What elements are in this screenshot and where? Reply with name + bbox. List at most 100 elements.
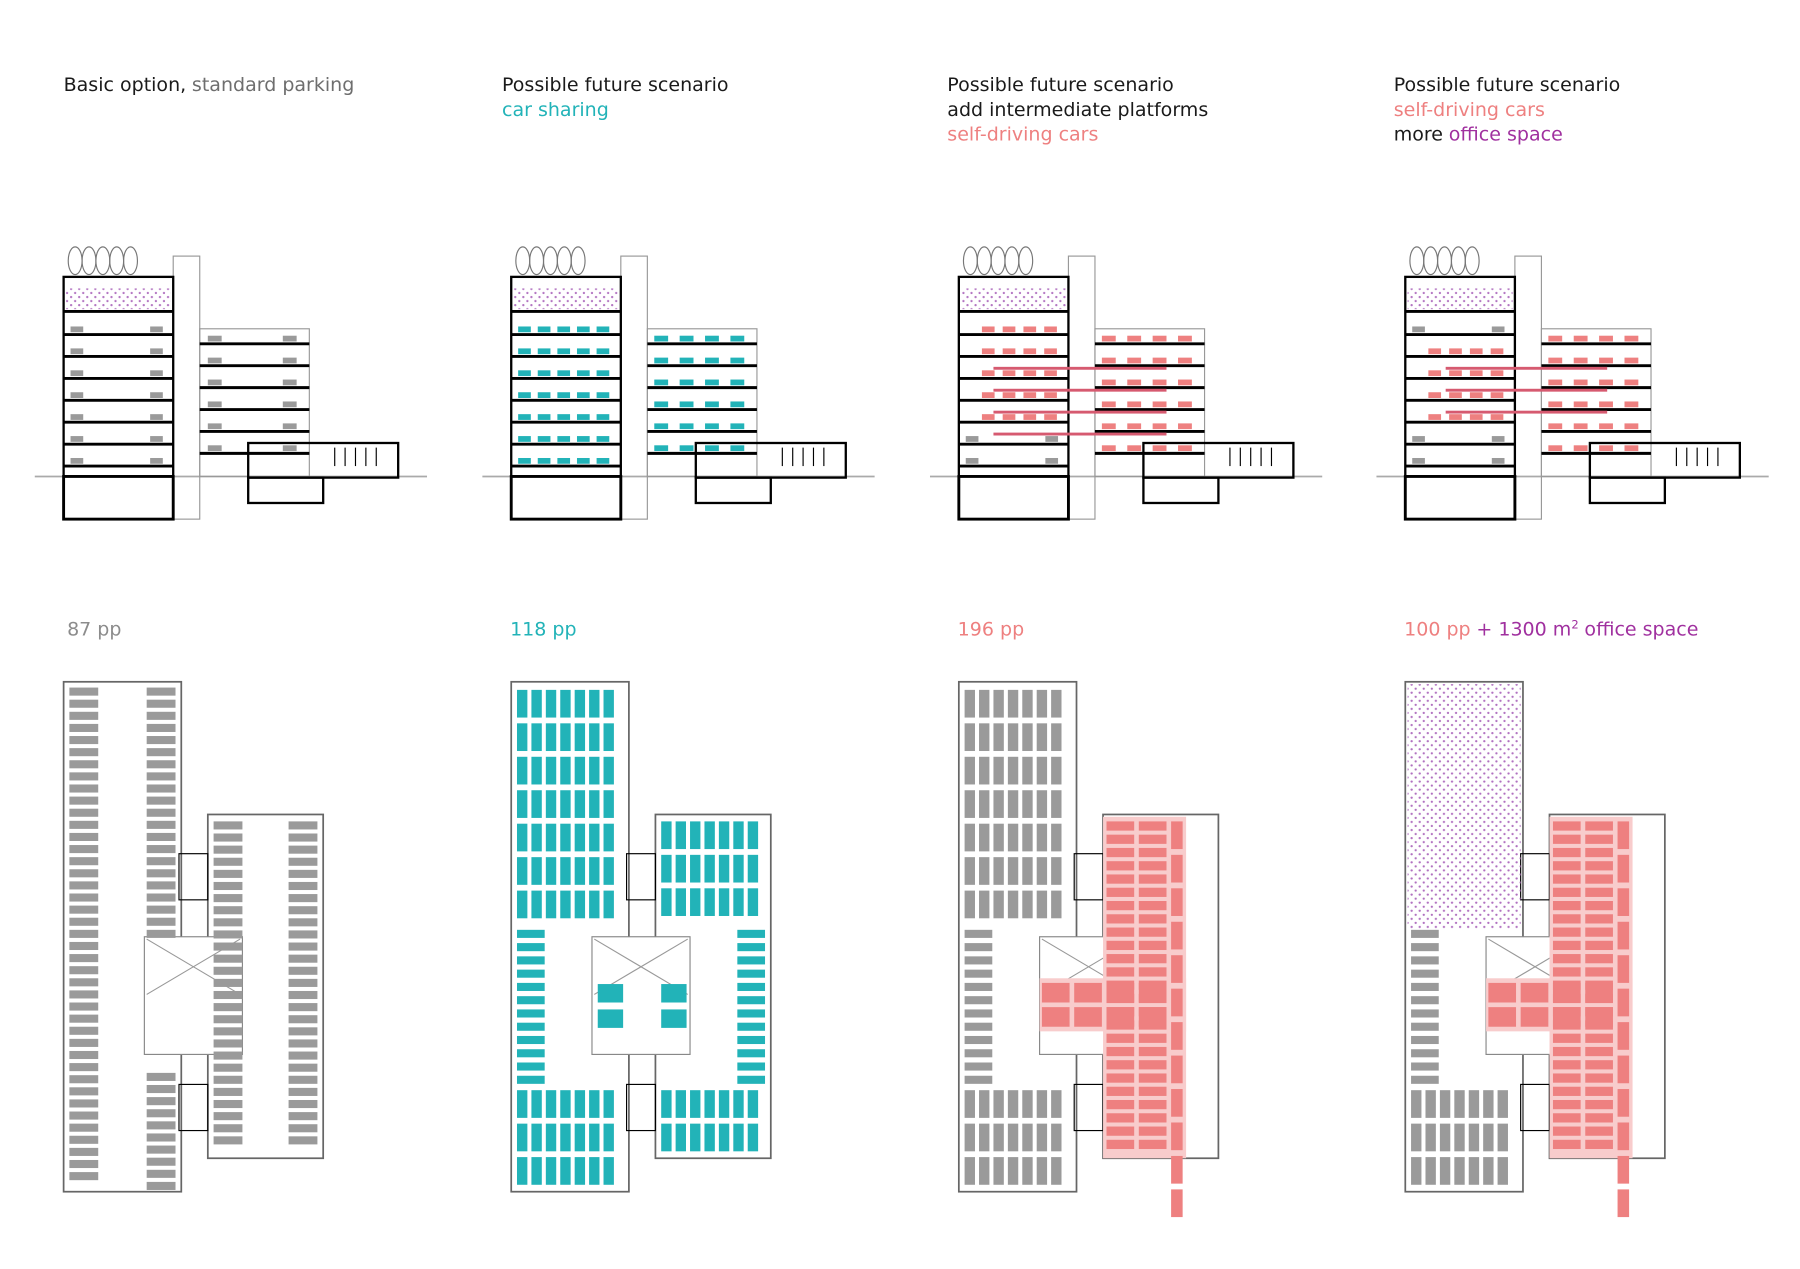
stall <box>964 723 975 752</box>
car <box>576 436 590 442</box>
stall <box>1585 861 1613 871</box>
stall <box>1411 1062 1439 1071</box>
stall <box>589 890 600 919</box>
stall <box>1552 1113 1581 1123</box>
stall <box>993 756 1004 785</box>
stall <box>69 784 99 793</box>
car <box>1449 392 1462 399</box>
stall <box>1106 847 1135 858</box>
stall <box>1552 1073 1581 1083</box>
stall <box>1585 982 1613 1003</box>
car <box>981 414 995 420</box>
text-line: self-driving cars <box>947 124 1098 146</box>
stall <box>69 845 99 854</box>
text-line: add intermediate platforms <box>947 99 1208 121</box>
car <box>1449 414 1462 420</box>
stall <box>1439 1157 1451 1185</box>
stall <box>516 1022 545 1031</box>
stall <box>964 1049 993 1058</box>
purple-floor <box>513 288 619 310</box>
stall <box>964 969 993 978</box>
car <box>1023 348 1037 355</box>
stall <box>1454 1123 1465 1152</box>
stall <box>69 1111 99 1120</box>
car <box>730 357 745 364</box>
text-segment: Possible future scenario <box>1394 74 1621 96</box>
stall <box>1411 956 1439 965</box>
stall <box>288 1099 318 1109</box>
car <box>1178 379 1192 386</box>
car <box>1548 423 1563 430</box>
car <box>1127 401 1142 408</box>
stall <box>288 1075 318 1084</box>
stall <box>589 1157 600 1185</box>
stall <box>69 796 99 805</box>
stall <box>661 1123 672 1152</box>
stall <box>1022 790 1033 818</box>
tree <box>570 246 586 276</box>
car <box>1491 326 1505 333</box>
stall <box>675 821 687 850</box>
stall <box>1585 1033 1613 1043</box>
car <box>1127 423 1142 430</box>
car <box>1449 370 1462 377</box>
stall <box>589 857 600 885</box>
stall <box>1106 1073 1135 1083</box>
car <box>705 357 719 364</box>
stall <box>69 1159 99 1169</box>
stall <box>1138 914 1167 924</box>
stall <box>288 1003 318 1012</box>
stall <box>516 982 545 991</box>
car <box>1044 414 1057 420</box>
stall <box>213 1063 243 1072</box>
stall <box>993 890 1004 919</box>
stall <box>288 857 318 866</box>
stall <box>964 756 975 785</box>
text-line: Possible future scenario <box>502 74 729 96</box>
car <box>1624 379 1639 386</box>
stall <box>1411 1035 1439 1045</box>
stall <box>146 1121 176 1130</box>
stall <box>747 854 759 883</box>
stall <box>146 711 176 720</box>
stall <box>288 930 318 939</box>
car <box>1599 423 1613 430</box>
stall <box>1051 1090 1062 1118</box>
car <box>70 436 84 442</box>
stall <box>560 723 571 752</box>
stall <box>531 857 542 885</box>
tree <box>1018 246 1034 276</box>
stall <box>69 1099 99 1108</box>
stall <box>1520 1007 1549 1027</box>
stall <box>1585 887 1613 897</box>
stall <box>993 857 1004 885</box>
text-segment: + 1300 m <box>1476 619 1571 641</box>
stall <box>1106 940 1135 951</box>
stall <box>213 1075 243 1084</box>
stall <box>1483 1157 1494 1185</box>
stall <box>288 942 318 951</box>
stall <box>574 1157 586 1185</box>
text-segment: car sharing <box>502 99 609 121</box>
car <box>1548 335 1563 342</box>
stall <box>993 790 1004 818</box>
stall <box>1138 967 1167 977</box>
section-drawing <box>482 246 875 521</box>
car <box>654 423 669 430</box>
stall <box>1585 967 1613 977</box>
car <box>705 401 719 408</box>
platform <box>1445 388 1608 392</box>
stall <box>574 857 586 885</box>
stall <box>1036 857 1048 885</box>
car <box>596 326 610 333</box>
stall <box>1617 1155 1630 1184</box>
stall <box>1022 1123 1033 1152</box>
car <box>1152 423 1167 430</box>
stall <box>979 790 990 818</box>
stall <box>69 905 99 914</box>
car <box>537 326 551 333</box>
stall <box>516 1075 545 1084</box>
stall <box>213 845 243 854</box>
car <box>557 392 571 399</box>
stall <box>1552 954 1581 964</box>
